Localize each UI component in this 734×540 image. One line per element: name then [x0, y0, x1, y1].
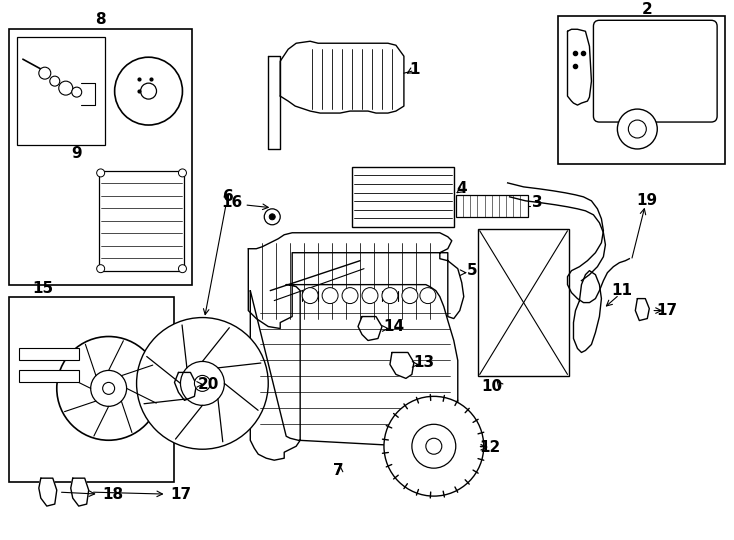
- Circle shape: [137, 318, 268, 449]
- Circle shape: [39, 67, 51, 79]
- Circle shape: [181, 361, 225, 406]
- Text: 3: 3: [532, 195, 543, 211]
- Circle shape: [342, 288, 358, 303]
- Circle shape: [72, 87, 81, 97]
- Circle shape: [322, 288, 338, 303]
- Circle shape: [178, 265, 186, 273]
- Circle shape: [628, 120, 647, 138]
- Text: 5: 5: [466, 263, 477, 278]
- Circle shape: [57, 336, 161, 440]
- Bar: [478, 229, 570, 376]
- Polygon shape: [70, 478, 89, 506]
- Polygon shape: [567, 29, 592, 105]
- Text: 6: 6: [223, 190, 233, 204]
- Text: 12: 12: [479, 440, 501, 455]
- Bar: [558, 16, 725, 164]
- Circle shape: [195, 375, 211, 391]
- Text: 15: 15: [32, 281, 54, 296]
- Circle shape: [302, 288, 318, 303]
- Bar: [456, 195, 528, 217]
- Bar: [9, 296, 175, 482]
- Polygon shape: [573, 271, 601, 353]
- Text: 9: 9: [71, 146, 82, 161]
- Bar: [19, 348, 79, 360]
- Polygon shape: [358, 316, 382, 341]
- Bar: [9, 29, 192, 285]
- Text: 2: 2: [642, 2, 653, 17]
- Text: 7: 7: [333, 463, 344, 478]
- Circle shape: [617, 109, 657, 149]
- Circle shape: [402, 288, 418, 303]
- Text: 10: 10: [481, 379, 502, 394]
- Bar: [98, 171, 184, 271]
- Circle shape: [141, 83, 156, 99]
- Polygon shape: [39, 478, 57, 506]
- Circle shape: [97, 265, 105, 273]
- Polygon shape: [175, 373, 197, 400]
- Circle shape: [50, 76, 59, 86]
- Text: 18: 18: [102, 487, 123, 502]
- Polygon shape: [390, 353, 414, 379]
- Text: 16: 16: [222, 195, 243, 211]
- Text: 17: 17: [170, 487, 191, 502]
- Circle shape: [264, 209, 280, 225]
- Text: 20: 20: [197, 377, 219, 392]
- Bar: [17, 37, 105, 145]
- Polygon shape: [268, 56, 280, 149]
- FancyBboxPatch shape: [593, 21, 717, 122]
- Circle shape: [115, 57, 183, 125]
- Circle shape: [269, 214, 275, 220]
- Text: 13: 13: [413, 355, 435, 370]
- Circle shape: [420, 288, 436, 303]
- Bar: [352, 167, 454, 227]
- Circle shape: [103, 382, 115, 394]
- Text: 19: 19: [636, 193, 658, 208]
- Polygon shape: [280, 41, 404, 113]
- Circle shape: [97, 169, 105, 177]
- Text: 11: 11: [611, 283, 632, 298]
- Circle shape: [384, 396, 484, 496]
- Circle shape: [362, 288, 378, 303]
- Polygon shape: [248, 233, 464, 328]
- Text: 8: 8: [95, 12, 106, 27]
- Polygon shape: [636, 299, 650, 321]
- Text: 17: 17: [657, 303, 677, 318]
- Text: 1: 1: [410, 62, 420, 77]
- Circle shape: [91, 370, 126, 406]
- Circle shape: [382, 288, 398, 303]
- Circle shape: [178, 169, 186, 177]
- Bar: [19, 370, 79, 382]
- Circle shape: [59, 81, 73, 95]
- Circle shape: [426, 438, 442, 454]
- Polygon shape: [250, 285, 458, 460]
- Circle shape: [412, 424, 456, 468]
- Polygon shape: [155, 327, 250, 438]
- Text: 4: 4: [457, 181, 467, 197]
- Text: 14: 14: [383, 319, 404, 334]
